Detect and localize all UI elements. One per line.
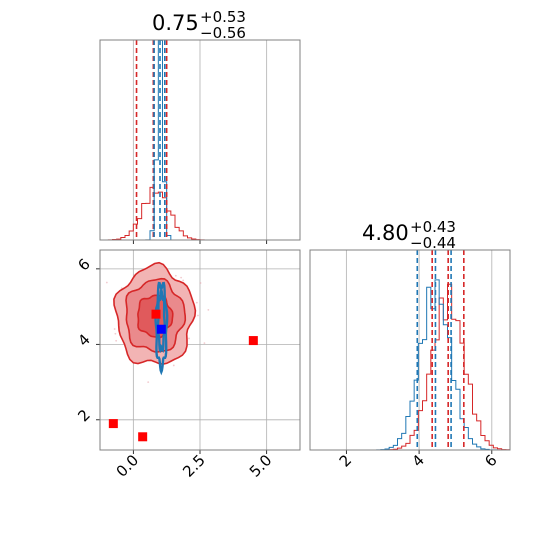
scatter-plot-area [105,261,258,442]
scatter-point [182,279,185,282]
scatter-point [188,337,190,340]
bl-y-tick-labels: 2 4 6 [74,255,93,425]
scatter-point [180,276,183,279]
bl-axes-frame [99,249,301,451]
red-square-marker [138,432,148,442]
tl-title-sub: −0.56 [200,24,246,42]
br-title-sup: +0.43 [410,218,456,236]
blue-contour-level [156,286,167,353]
scatter-point [199,282,202,284]
scatter-point [114,332,117,335]
x-tick-label: 2.5 [179,451,209,481]
x-tick-label: 4 [408,451,427,470]
x-tick-label: 2 [336,451,355,470]
y-tick-label: 4 [74,330,93,349]
panel-bottom-right-histogram [310,250,510,454]
scatter-point [203,342,206,345]
panel-top-left-histogram [100,40,300,244]
red-square-marker [151,309,161,319]
blue-square-marker [156,324,166,334]
br-title-sub: −0.44 [410,234,456,252]
tl-title-sup: +0.53 [200,8,246,26]
red-square-marker [108,419,118,429]
panel-bottom-left-scatter [96,250,300,454]
scatter-point [113,328,116,330]
x-tick-label: 0.0 [113,451,143,481]
scatter-point [207,308,210,311]
tl-axes-frame [99,39,301,241]
br-title-main: 4.80 [362,221,409,245]
tl-title-main: 0.75 [152,11,199,35]
bl-x-tick-labels: 0.0 2.5 5.0 [113,451,276,481]
scatter-point [174,274,177,277]
x-tick-label: 5.0 [246,451,276,481]
y-tick-label: 2 [74,406,93,425]
y-tick-label: 6 [74,255,93,274]
scatter-point [195,301,198,304]
hist-plot-area [100,40,300,240]
blue-contour-level [154,281,169,376]
scatter-point [197,314,199,317]
hist-plot-area [310,250,510,450]
br-axes-frame [309,249,511,451]
hist-series-red [100,186,300,240]
hist-series-red [310,283,510,450]
scatter-point [147,381,150,384]
scatter-point [172,364,175,367]
br-x-tick-labels: 2 4 6 [336,451,501,470]
scatter-point [115,339,118,342]
x-tick-label: 6 [481,451,500,470]
scatter-point [105,281,108,284]
red-square-marker [248,336,258,346]
hist-series-blue [310,279,510,450]
